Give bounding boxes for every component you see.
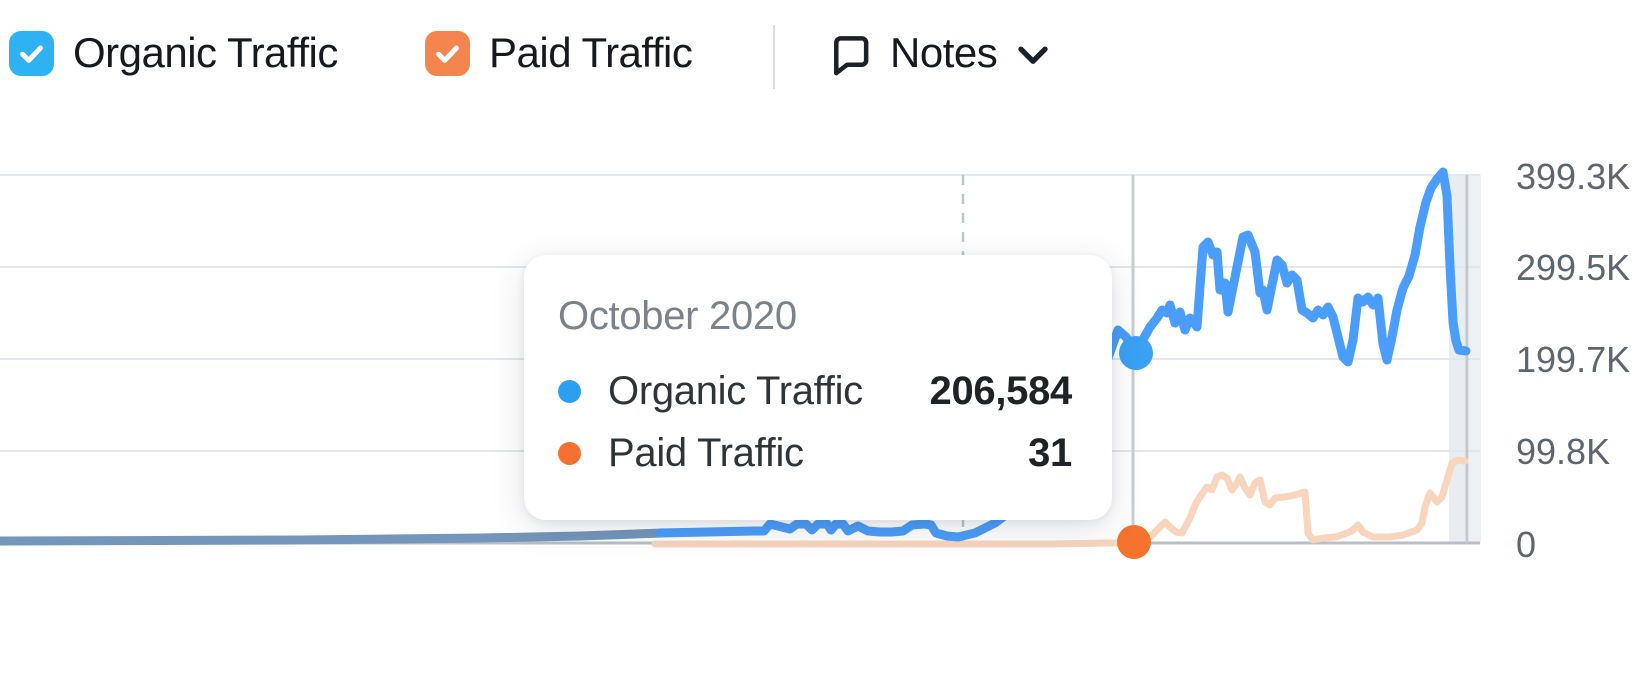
notes-label: Notes: [890, 29, 998, 76]
paid-traffic-line: [651, 456, 1469, 548]
organic-traffic-line-muted: [0, 528, 667, 546]
paid-traffic-toggle[interactable]: Paid Traffic: [425, 29, 693, 77]
chart-tooltip: October 2020 Organic Traffic 206,584 Pai…: [524, 255, 1112, 520]
tooltip-paid-value: 31: [1028, 430, 1072, 475]
tooltip-row-organic: Organic Traffic 206,584: [558, 365, 1072, 417]
y-axis-label: 399.3K: [1516, 156, 1631, 197]
checkmark-icon: [20, 45, 43, 63]
organic-checkbox-icon[interactable]: [9, 30, 54, 76]
y-axis-label: 99.8K: [1516, 431, 1611, 472]
header-divider: [773, 25, 775, 89]
organic-hover-dot[interactable]: [1119, 336, 1153, 370]
notes-dropdown-button[interactable]: Notes: [826, 29, 1049, 77]
tooltip-paid-label: Paid Traffic: [608, 430, 804, 475]
checkmark-icon: [436, 45, 459, 63]
organic-traffic-toggle[interactable]: Organic Traffic: [9, 29, 338, 77]
organic-bullet-icon: [558, 379, 581, 403]
tooltip-date-title: October 2020: [558, 294, 797, 338]
paid-bullet-icon: [558, 441, 581, 465]
paid-traffic-label: Paid Traffic: [489, 29, 693, 76]
paid-hover-dot[interactable]: [1117, 525, 1151, 559]
y-axis-label: 0: [1516, 524, 1537, 565]
speech-bubble-icon: [834, 35, 869, 75]
tooltip-organic-label: Organic Traffic: [608, 368, 863, 413]
organic-traffic-label: Organic Traffic: [73, 29, 338, 76]
organic-traffic-line: [655, 167, 1471, 542]
y-axis-label: 299.5K: [1516, 247, 1631, 288]
paid-checkbox-icon[interactable]: [425, 30, 470, 76]
tooltip-organic-value: 206,584: [929, 368, 1073, 413]
tooltip-row-paid: Paid Traffic 31: [558, 427, 1072, 479]
chevron-down-icon: [1018, 46, 1048, 64]
y-axis-label: 199.7K: [1516, 339, 1631, 380]
